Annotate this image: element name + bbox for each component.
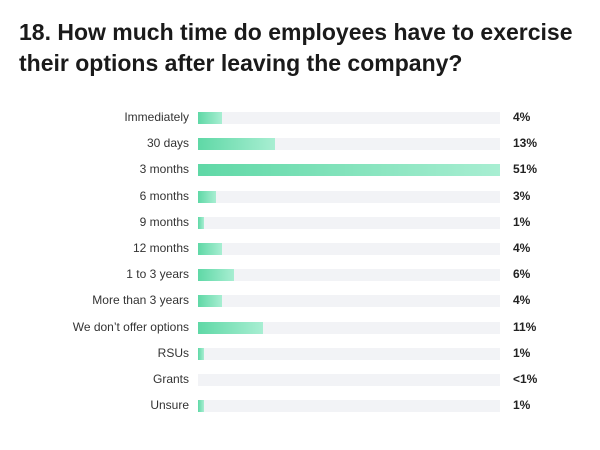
- bar-row: RSUs 1%: [0, 340, 600, 366]
- value-label: 4%: [513, 110, 531, 124]
- bar-row: 1 to 3 years 6%: [0, 261, 600, 287]
- category-label: Immediately: [124, 110, 189, 124]
- bar-row: Grants <1%: [0, 366, 600, 392]
- bar-track: [198, 269, 500, 282]
- category-label: More than 3 years: [92, 293, 189, 308]
- value-label: 6%: [513, 267, 531, 282]
- bar-track: [198, 374, 500, 386]
- chart-title: 18. How much time do employees have to e…: [19, 19, 573, 76]
- bar: [198, 190, 216, 203]
- category-label: Unsure: [150, 398, 189, 413]
- value-label: 11%: [513, 319, 537, 334]
- category-label: RSUs: [157, 345, 189, 360]
- bar-row: 3 months 51%: [0, 156, 600, 182]
- bar-chart: Immediately 4% 30 days 13% 3 months 51% 6 mont…: [0, 104, 600, 424]
- value-label: <1%: [513, 372, 538, 386]
- category-label: We don’t offer options: [72, 319, 189, 334]
- bar-row: 6 months 3%: [0, 183, 600, 209]
- value-label: 4%: [513, 241, 531, 255]
- category-label: 1 to 3 years: [126, 267, 189, 282]
- bar: [198, 138, 275, 151]
- category-label: 30 days: [146, 136, 189, 151]
- category-label: 12 months: [132, 241, 189, 255]
- value-label: 51%: [513, 162, 538, 177]
- bar: [198, 112, 222, 124]
- bar-row: 9 months 1%: [0, 209, 600, 235]
- bar-row: More than 3 years 4%: [0, 287, 600, 313]
- bar-track: [198, 164, 500, 177]
- bar-track: [198, 321, 500, 334]
- bar-track: [198, 138, 500, 151]
- value-label: 3%: [513, 188, 531, 203]
- bar-track: [198, 216, 500, 229]
- category-label: 9 months: [139, 214, 189, 229]
- bar: [198, 400, 204, 413]
- bar-track: [198, 295, 500, 308]
- bar-row: 12 months 4%: [0, 235, 600, 261]
- bar: [198, 269, 234, 282]
- bar-track: [198, 400, 500, 413]
- value-label: 13%: [513, 136, 538, 151]
- value-label: 1%: [513, 345, 531, 360]
- bar-track: [198, 347, 500, 360]
- bar-row: We don’t offer options 11%: [0, 314, 600, 340]
- bar: [198, 216, 204, 229]
- bar: [198, 347, 204, 360]
- bar-track: [198, 190, 500, 203]
- bar-row: Immediately 4%: [0, 104, 600, 130]
- bar: [198, 321, 264, 334]
- value-label: 1%: [513, 398, 531, 413]
- bar-row: Unsure 1%: [0, 392, 600, 418]
- bar-track: [198, 243, 500, 255]
- bar-track: [198, 112, 500, 124]
- value-label: 1%: [513, 214, 531, 229]
- bar: [198, 164, 500, 177]
- category-label: 3 months: [139, 162, 189, 177]
- bar: [198, 243, 222, 255]
- bar: [198, 295, 222, 308]
- category-label: 6 months: [139, 188, 189, 203]
- value-label: 4%: [513, 293, 531, 308]
- category-label: Grants: [152, 372, 189, 386]
- bar-row: 30 days 13%: [0, 130, 600, 156]
